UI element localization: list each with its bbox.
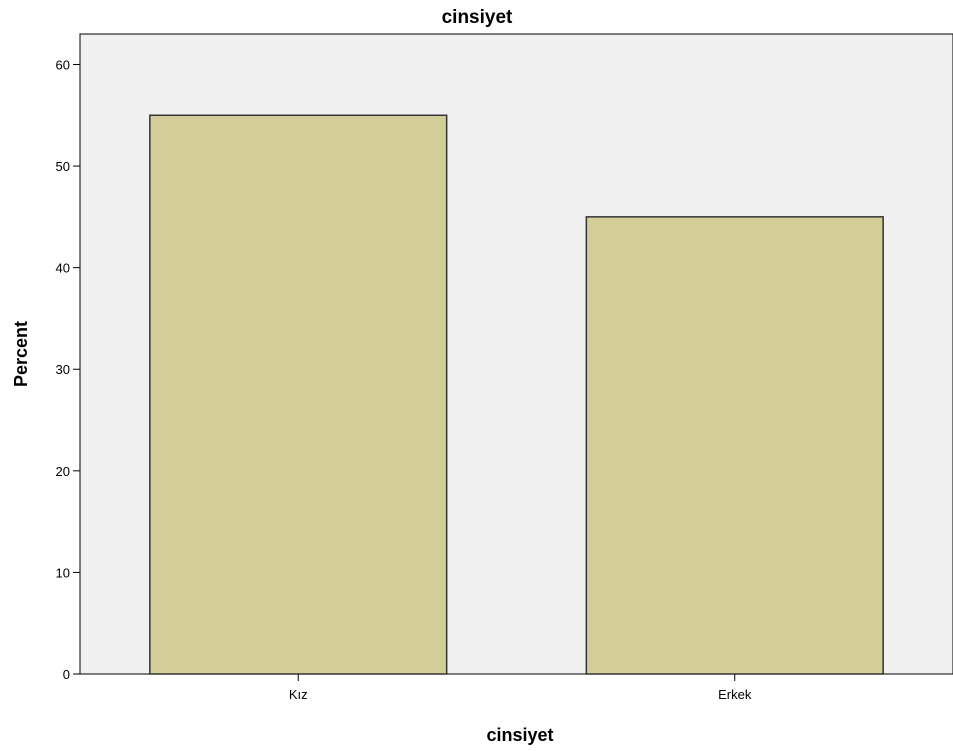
chart-title: cinsiyet [442,7,513,28]
y-tick-label: 60 [56,57,70,72]
y-axis-ticks: 0 10 20 30 40 50 60 [56,57,80,682]
y-tick-label: 0 [63,667,70,682]
y-tick-label: 10 [56,565,70,580]
x-tick-label: Erkek [718,687,752,702]
bar [585,216,884,675]
x-axis-ticks: Kız Erkek [289,674,752,702]
bar [149,114,448,675]
y-tick-label: 30 [56,362,70,377]
y-tick-label: 50 [56,159,70,174]
x-axis-label: cinsiyet [486,725,553,745]
y-tick-label: 40 [56,261,70,276]
y-axis-label: Percent [11,321,31,387]
y-tick-label: 20 [56,464,70,479]
x-tick-label: Kız [289,687,308,702]
